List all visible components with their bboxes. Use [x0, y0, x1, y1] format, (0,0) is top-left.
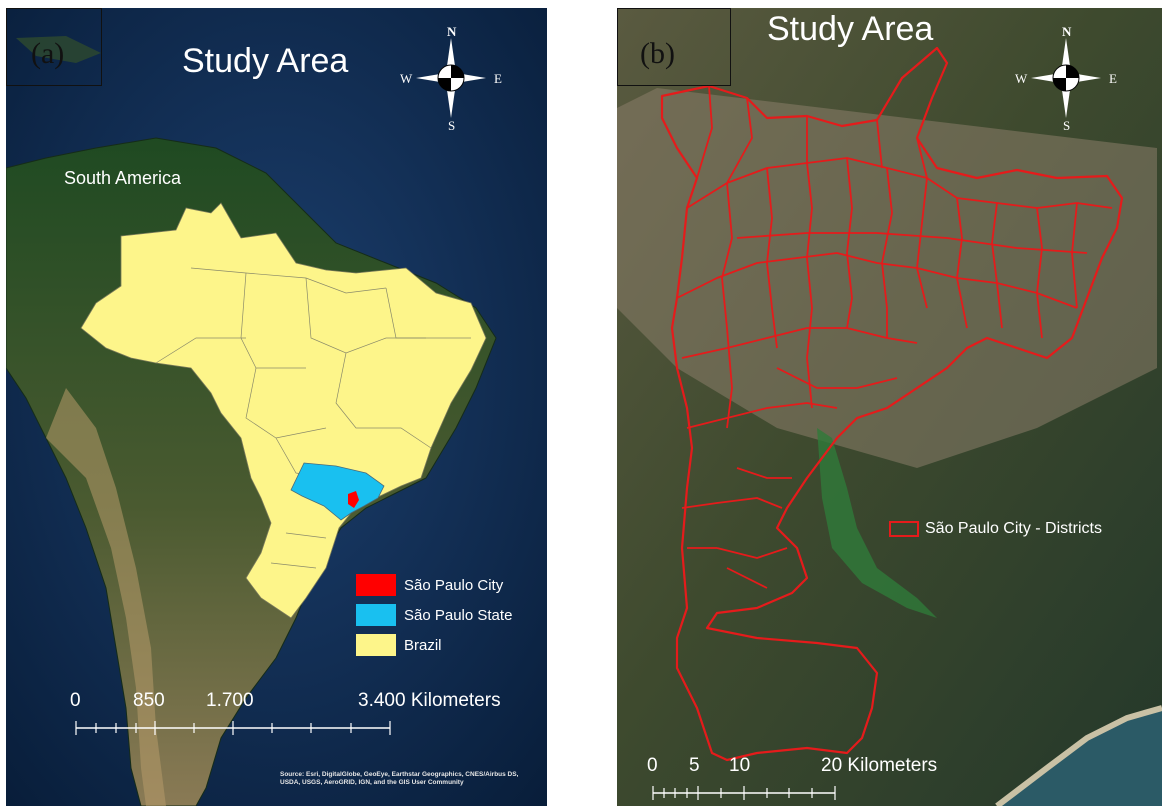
sao-paulo-state-shape	[290, 462, 385, 521]
legend-swatch	[356, 574, 396, 596]
scale-tick-2: 10	[729, 755, 751, 776]
scale-tick-1: 850	[133, 690, 165, 711]
continent-label: South America	[64, 168, 182, 188]
scale-tick-3: 20 Kilometers	[821, 755, 938, 776]
districts-legend: São Paulo City - Districts	[889, 520, 1102, 538]
scale-tick-0: 0	[70, 690, 81, 711]
legend-item-sao-paulo-city: São Paulo City	[356, 570, 512, 600]
compass-s: S	[448, 118, 456, 133]
urban-area	[617, 88, 1157, 468]
brazil-shape	[80, 202, 487, 619]
compass-rose-icon	[1031, 38, 1101, 118]
panel-b-title: Study Area	[767, 10, 934, 48]
districts-legend-label: São Paulo City - Districts	[925, 520, 1102, 537]
compass-e: E	[494, 71, 502, 86]
compass-e: E	[1109, 71, 1117, 86]
map-sources-credit: Source: Esri, DigitalGlobe, GeoEye, Eart…	[280, 771, 519, 786]
legend-label: Brazil	[404, 636, 442, 654]
scale-bar: 0 5 10 20 Kilometers	[617, 753, 1162, 805]
panel-a-tag: (a)	[6, 8, 102, 86]
ocean	[997, 708, 1162, 806]
compass-s: S	[1063, 118, 1071, 133]
andes-region	[46, 388, 166, 806]
scale-bar-line	[75, 721, 391, 735]
legend-swatch-outline	[889, 521, 919, 537]
legend-label: São Paulo State	[404, 606, 513, 624]
panel-a-title: Study Area	[182, 42, 349, 80]
scale-tick-2: 1.700	[206, 690, 254, 711]
sao-paulo-city-outline	[660, 46, 1124, 762]
legend-label: São Paulo City	[404, 576, 504, 594]
district-boundaries	[676, 85, 1113, 589]
compass-n: N	[447, 24, 457, 39]
map-panel-south-america: (a) Study Area N S W E South America São…	[6, 8, 547, 806]
compass-rose-icon	[416, 38, 486, 118]
scale-tick-3: 3.400 Kilometers	[358, 690, 501, 711]
compass-n: N	[1062, 24, 1072, 39]
scale-bar-line	[652, 786, 836, 800]
scale-bar: 0 850 1.700 3.400 Kilometers	[6, 688, 547, 748]
map-panel-sao-paulo-districts: (b) Study Area N S W E São Paulo City - …	[617, 8, 1162, 806]
sao-paulo-city-shape	[348, 491, 359, 508]
scale-tick-1: 5	[689, 755, 700, 776]
north-arrow-compass: N S W E	[400, 24, 502, 133]
north-arrow-compass: N S W E	[1015, 24, 1117, 133]
panel-b-tag: (b)	[617, 8, 731, 86]
south-america-map	[6, 8, 547, 806]
compass-w: W	[1015, 71, 1028, 86]
legend-swatch	[356, 604, 396, 626]
caribbean-islands	[16, 36, 101, 63]
sao-paulo-districts-map	[617, 8, 1162, 806]
legend-swatch	[356, 634, 396, 656]
compass-w: W	[400, 71, 413, 86]
legend-item-sao-paulo-state: São Paulo State	[356, 600, 512, 630]
legend-item-brazil: Brazil	[356, 630, 512, 660]
scale-tick-0: 0	[647, 755, 658, 776]
map-legend: São Paulo City São Paulo State Brazil	[356, 570, 512, 660]
brazil-state-boundaries	[155, 267, 471, 569]
beach	[995, 705, 1162, 806]
